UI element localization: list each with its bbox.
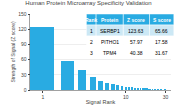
svg-text:2: 2	[90, 39, 93, 45]
svg-text:Z score: Z score	[127, 17, 145, 23]
svg-text:123.63: 123.63	[128, 28, 144, 34]
svg-text:120: 120	[18, 26, 27, 32]
svg-text:30: 30	[21, 72, 27, 78]
svg-text:30: 30	[163, 94, 169, 100]
svg-text:10: 10	[123, 94, 129, 100]
svg-text:40.38: 40.38	[130, 50, 143, 56]
svg-text:31.67: 31.67	[155, 50, 168, 56]
svg-text:0: 0	[24, 87, 27, 93]
svg-text:Strength of Signal (Z score): Strength of Signal (Z score)	[10, 21, 16, 82]
svg-text:65.66: 65.66	[155, 28, 168, 34]
svg-text:Rank: Rank	[85, 17, 97, 23]
svg-text:57.97: 57.97	[130, 39, 143, 45]
svg-text:1: 1	[41, 94, 44, 100]
svg-text:TPM4: TPM4	[103, 50, 117, 56]
svg-text:3: 3	[90, 50, 93, 56]
svg-text:S score: S score	[153, 17, 171, 23]
svg-text:SERBP1: SERBP1	[100, 28, 120, 34]
svg-text:90: 90	[21, 41, 27, 47]
svg-text:1: 1	[90, 28, 93, 34]
svg-text:Protein: Protein	[101, 17, 118, 23]
svg-text:150: 150	[18, 11, 27, 17]
svg-text:60: 60	[21, 56, 27, 62]
svg-text:Human Protein Microarray Speci: Human Protein Microarray Specificity Val…	[25, 0, 151, 6]
svg-text:Signal Rank: Signal Rank	[86, 99, 116, 105]
svg-text:PITHO1: PITHO1	[101, 39, 119, 45]
svg-text:17.58: 17.58	[155, 39, 168, 45]
